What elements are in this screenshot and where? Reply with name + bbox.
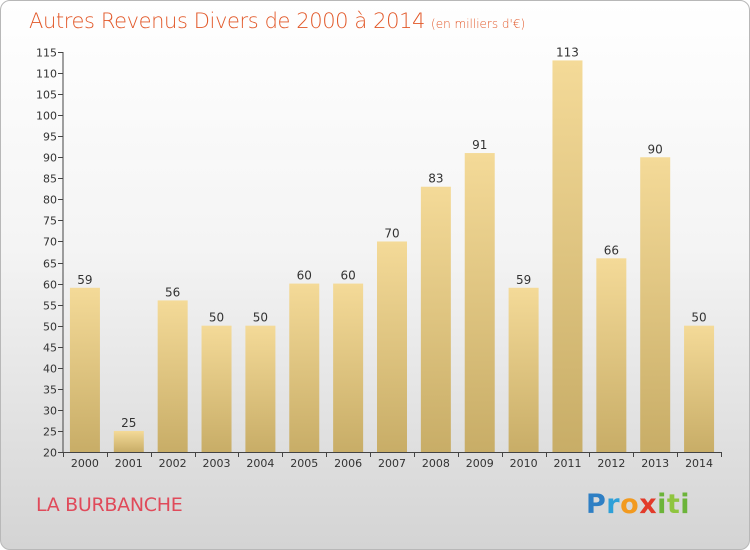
x-tick-label: 2005 xyxy=(290,457,318,470)
x-tick-label: 2011 xyxy=(553,457,581,470)
y-axis: 20 25 30 35 40 45 50 55 60 65 70 75 80 85 90 95 100 105 11… xyxy=(36,47,64,460)
bar-data-label: 91 xyxy=(472,138,487,152)
x-tick-label: 2012 xyxy=(597,457,625,470)
x-tick-label: 2008 xyxy=(422,457,450,470)
x-tick-label: 2000 xyxy=(71,457,99,470)
bar-data-label: 90 xyxy=(648,142,663,156)
bar xyxy=(552,60,583,452)
y-tick-label: 25 xyxy=(43,426,57,439)
bar xyxy=(684,325,715,452)
y-tick-label: 60 xyxy=(43,279,57,292)
bar xyxy=(113,430,144,452)
x-axis: 2000 2001 2002 2003 2004 2005 2006 2007 2008 2009… xyxy=(63,452,722,470)
bar xyxy=(640,157,671,452)
x-tick-label: 2013 xyxy=(641,457,669,470)
title-subtitle: (en milliers d'€) xyxy=(431,17,526,31)
chart-title: Autres Revenus Divers de 2000 à 2014 (en … xyxy=(29,9,525,33)
y-tick-label: 35 xyxy=(43,384,57,397)
bar-data-label: 113 xyxy=(556,45,579,59)
bars: 59 25 56 50 50 60 60 70 83 91 59 113 66 90 50 xyxy=(69,45,715,453)
bar xyxy=(333,283,364,452)
y-tick-label: 90 xyxy=(43,152,57,165)
x-tick-label: 2003 xyxy=(203,457,231,470)
bar xyxy=(420,186,451,452)
y-tick-label: 30 xyxy=(43,405,57,418)
bar-data-label: 83 xyxy=(428,172,443,186)
bar xyxy=(157,300,188,452)
x-tick-label: 2009 xyxy=(466,457,494,470)
bar xyxy=(245,325,276,452)
title-main: Autres Revenus Divers de 2000 à 2014 xyxy=(29,9,426,33)
y-tick-label: 65 xyxy=(43,258,57,271)
bar-data-label: 60 xyxy=(340,269,355,283)
bar-data-label: 50 xyxy=(209,311,224,325)
x-tick-label: 2001 xyxy=(115,457,143,470)
bar xyxy=(289,283,320,452)
bar xyxy=(201,325,232,452)
y-tick-label: 110 xyxy=(36,68,57,81)
bar xyxy=(508,287,539,452)
x-tick-label: 2007 xyxy=(378,457,406,470)
x-tick-label: 2014 xyxy=(685,457,713,470)
bar xyxy=(69,287,100,452)
bar-data-label: 66 xyxy=(604,243,619,257)
bar-data-label: 56 xyxy=(165,285,180,299)
y-tick-label: 80 xyxy=(43,194,57,207)
y-tick-label: 100 xyxy=(36,110,57,123)
bar-data-label: 50 xyxy=(691,311,706,325)
y-tick-label: 20 xyxy=(43,447,57,460)
y-tick-label: 105 xyxy=(36,89,57,102)
y-tick-label: 45 xyxy=(43,342,57,355)
bar-data-label: 50 xyxy=(253,311,268,325)
y-tick-label: 75 xyxy=(43,215,57,228)
y-tick-label: 55 xyxy=(43,300,57,313)
y-tick-label: 50 xyxy=(43,321,57,334)
bar-data-label: 59 xyxy=(516,273,531,287)
bar xyxy=(377,241,407,452)
bar xyxy=(596,258,627,452)
x-tick-label: 2010 xyxy=(510,457,538,470)
bar-data-label: 60 xyxy=(297,269,312,283)
bar xyxy=(464,153,495,453)
x-tick-label: 2006 xyxy=(334,457,362,470)
y-tick-label: 95 xyxy=(43,131,57,144)
bar-data-label: 59 xyxy=(77,273,92,287)
bar-data-label: 25 xyxy=(121,416,136,430)
bar-data-label: 70 xyxy=(384,226,399,240)
y-tick-label: 70 xyxy=(43,236,57,249)
y-tick-label: 115 xyxy=(36,47,57,60)
y-tick-label: 85 xyxy=(43,173,57,186)
x-tick-label: 2004 xyxy=(246,457,274,470)
proxiti-logo: Proxiti xyxy=(586,489,691,520)
commune-name: LA BURBANCHE xyxy=(36,494,183,516)
y-tick-label: 40 xyxy=(43,363,57,376)
x-tick-label: 2002 xyxy=(159,457,187,470)
